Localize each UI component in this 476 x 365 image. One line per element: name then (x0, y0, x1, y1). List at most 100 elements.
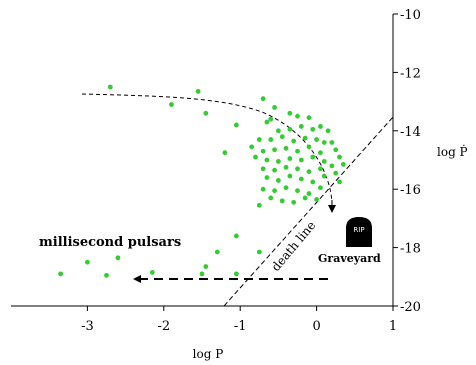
pulsar-point (283, 145, 289, 151)
pulsar-point (310, 154, 316, 160)
x-tick-label: -2 (157, 319, 170, 334)
pulsar-point (214, 249, 220, 255)
pulsar-point (306, 115, 312, 121)
pulsar-point (287, 156, 293, 161)
pulsar-point (283, 164, 289, 170)
pulsar-point (321, 159, 327, 164)
pulsar-point (272, 167, 277, 173)
pulsar-point (268, 116, 274, 122)
y-ticks: -10 -12 -14 -16 -18 -20 (393, 8, 421, 315)
pulsar-point (107, 84, 113, 90)
y-axis-label: log Ṗ (437, 144, 468, 159)
pulsar-point (256, 202, 262, 208)
pulsar-point (298, 157, 304, 163)
pulsar-point (302, 135, 308, 141)
pulsar-point (287, 173, 293, 179)
pulsar-point (222, 150, 228, 156)
pulsar-point (333, 170, 339, 176)
pulsar-point (321, 140, 327, 145)
pulsar-point (337, 154, 342, 160)
tombstone-label: RIP (353, 226, 364, 234)
x-tick-label: -3 (81, 319, 94, 334)
pulsar-point (310, 126, 316, 132)
pulsar-point (233, 122, 239, 128)
pulsar-point (256, 137, 262, 142)
pulsar-point (329, 140, 335, 145)
pulsar-point (272, 188, 277, 194)
pulsar-point (340, 161, 346, 167)
pulsar-point (310, 179, 316, 185)
y-tick-label: -14 (400, 125, 421, 140)
pulsar-point (203, 264, 209, 269)
pulsar-point (268, 195, 274, 201)
pulsar-point (203, 110, 209, 116)
pulsar-point (260, 96, 266, 102)
pulsar-point (333, 147, 339, 153)
pulsar-point (302, 195, 308, 201)
pulsar-point (295, 113, 300, 119)
pulsar-point (260, 186, 266, 192)
y-tick-label: -10 (400, 8, 421, 23)
pulsar-point (314, 137, 319, 142)
pulsar-point (318, 166, 323, 172)
pulsar-point (233, 233, 239, 239)
pulsar-point (233, 271, 239, 277)
pulsar-point (329, 163, 335, 169)
pulsar-point (306, 191, 312, 196)
pulsar-point (272, 105, 277, 110)
pulsar-point (283, 185, 289, 191)
pulsar-point (318, 185, 323, 191)
pulsar-point (337, 179, 342, 185)
pulsar-point (253, 154, 258, 160)
pulsar-point (291, 138, 297, 144)
pulsar-point (314, 197, 319, 202)
pulsar-point (276, 178, 281, 183)
pulsar-point (306, 144, 312, 150)
pulsar-point (260, 166, 266, 172)
pulsar-point (298, 124, 304, 129)
pulsar-point (287, 110, 293, 116)
x-ticks: -3 -2 -1 0 1 (81, 306, 397, 334)
pulsar-point (268, 137, 274, 142)
pulsar-point (149, 270, 155, 275)
death-line-label: death line (269, 218, 319, 274)
pulsar-point (321, 173, 327, 179)
pulsar-points (58, 84, 346, 278)
x-tick-label: 0 (312, 319, 320, 334)
x-tick-label: 1 (389, 319, 397, 334)
death-line (223, 116, 394, 307)
pulsar-point (276, 159, 281, 164)
y-tick-label: -12 (400, 66, 421, 81)
pulsar-point (264, 175, 270, 180)
pulsar-point (256, 249, 262, 255)
evolution-track-dashed-curve (81, 93, 333, 207)
pulsar-point (287, 126, 293, 132)
pulsar-point (195, 88, 201, 94)
pulsar-point (279, 134, 285, 140)
pulsar-point (295, 166, 300, 172)
pulsar-point (264, 157, 270, 163)
pulsar-point (272, 147, 277, 153)
pulsar-point (115, 255, 121, 261)
y-tick-label: -20 (400, 300, 421, 315)
pulsar-point (169, 102, 174, 107)
pulsar-point (264, 119, 270, 125)
pulsar-point (318, 150, 323, 156)
pulsar-point (325, 128, 331, 134)
graveyard-label: Graveyard (318, 252, 381, 265)
pulsar-point (85, 259, 90, 265)
pulsar-point (58, 271, 64, 277)
pulsar-point (276, 128, 281, 134)
x-tick-label: -1 (234, 319, 247, 334)
pulsar-point (295, 148, 300, 154)
pulsar-point (291, 199, 297, 205)
y-tick-label: -18 (400, 242, 421, 257)
tombstone-icon: RIP (346, 217, 372, 247)
y-tick-label: -16 (400, 183, 421, 198)
pulsar-point (298, 176, 304, 182)
pulsar-point (295, 188, 300, 194)
pulsar-point (318, 124, 323, 129)
pulsar-point (249, 144, 255, 150)
pulsar-point (104, 272, 109, 278)
